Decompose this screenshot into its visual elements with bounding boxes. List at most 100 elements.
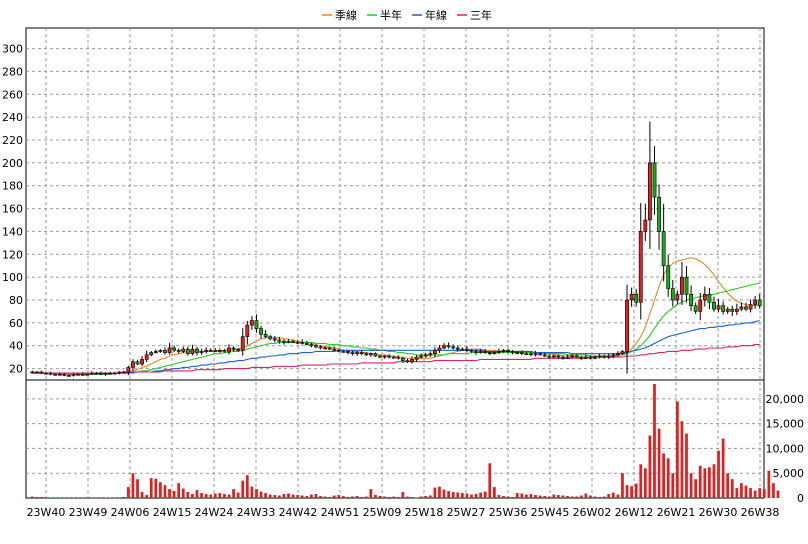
- candle: [565, 354, 570, 360]
- candle-body: [529, 353, 533, 356]
- candle: [725, 306, 730, 315]
- candle-body: [620, 351, 625, 355]
- volume-bar: [131, 473, 135, 498]
- volume-bar: [99, 497, 103, 499]
- price-tick-label: 160: [2, 203, 23, 216]
- candle-body: [387, 355, 392, 358]
- volume-bar: [126, 487, 130, 498]
- candle-body: [492, 352, 497, 355]
- volume-bar: [85, 497, 89, 498]
- volume-bar: [438, 486, 441, 498]
- volume-bar: [58, 497, 62, 499]
- candle-body: [446, 345, 451, 348]
- volume-bar: [291, 494, 295, 498]
- candle-body: [99, 372, 103, 375]
- volume-bar: [49, 497, 52, 499]
- volume-bar: [483, 491, 487, 498]
- legend-label: 半年: [380, 8, 402, 22]
- candle-body: [368, 353, 373, 356]
- volume-bar: [740, 483, 743, 498]
- price-tick-label: 260: [2, 88, 23, 101]
- candle-body: [593, 356, 597, 359]
- candle: [465, 346, 469, 353]
- candle-body: [698, 299, 703, 312]
- x-tick-label: 26W30: [699, 506, 738, 519]
- volume-bar: [415, 497, 418, 499]
- candle-body: [249, 320, 254, 326]
- candle-body: [314, 345, 318, 348]
- candle: [66, 373, 71, 377]
- volume-bar: [474, 494, 478, 498]
- candle-body: [181, 348, 186, 352]
- candle-body: [153, 351, 158, 353]
- candle-body: [497, 351, 501, 353]
- candle: [625, 284, 629, 374]
- volume-bar: [492, 487, 496, 498]
- volume-bar: [328, 497, 332, 498]
- volume-bar: [122, 497, 126, 498]
- x-tick-label: 26W12: [615, 506, 654, 519]
- volume-bar: [680, 421, 684, 498]
- volume-bar: [653, 384, 656, 498]
- volume-bar: [44, 497, 48, 498]
- candle-body: [712, 301, 716, 310]
- volume-bar: [250, 486, 254, 498]
- volume-bar: [456, 492, 460, 498]
- candle-body: [611, 354, 616, 357]
- volume-bar: [543, 496, 547, 498]
- candle: [547, 354, 552, 359]
- candle-body: [510, 351, 515, 353]
- candle: [355, 350, 360, 356]
- volume-bar: [534, 495, 537, 498]
- price-tick-label: 300: [2, 43, 23, 56]
- volume-tick-label: 20,000: [766, 393, 805, 406]
- candle-body: [304, 343, 309, 345]
- candle-body: [199, 351, 204, 353]
- legend-label: 季線: [335, 8, 357, 22]
- candle-body: [716, 305, 721, 310]
- volume-bar: [218, 493, 222, 498]
- volume-bar: [648, 435, 652, 498]
- candle-body: [190, 348, 195, 355]
- volume-bar: [547, 496, 551, 498]
- candle: [423, 352, 428, 358]
- candle-body: [410, 359, 414, 363]
- x-tick-label: 26W02: [573, 506, 612, 519]
- candle: [574, 354, 579, 358]
- candle: [181, 346, 186, 354]
- candle-body: [103, 372, 108, 375]
- candle-body: [419, 355, 424, 358]
- candle-body: [48, 372, 53, 375]
- candle: [689, 285, 693, 312]
- candle: [199, 348, 204, 355]
- candle: [126, 365, 131, 375]
- candle-body: [286, 340, 291, 343]
- candle: [172, 345, 177, 353]
- candle-body: [359, 352, 364, 355]
- candle: [236, 348, 241, 352]
- candle: [551, 354, 556, 358]
- volume-bar: [186, 492, 190, 498]
- candle-body: [615, 353, 620, 356]
- volume-bar: [698, 465, 702, 498]
- candle: [85, 373, 90, 376]
- candle-body: [163, 349, 167, 353]
- volume-bar: [136, 479, 139, 498]
- volume-bar: [589, 495, 592, 498]
- candle-body: [135, 361, 140, 365]
- candle: [410, 356, 414, 364]
- volume-bar: [433, 487, 437, 498]
- volume-bar: [735, 488, 739, 498]
- candle: [533, 350, 538, 357]
- candle-body: [666, 265, 671, 289]
- candle: [227, 344, 231, 355]
- candle-body: [117, 371, 122, 374]
- candle-body: [478, 351, 483, 353]
- candle-body: [707, 293, 712, 303]
- volume-bar: [406, 496, 409, 498]
- volume-bar: [401, 492, 405, 498]
- price-tick-label: 100: [2, 271, 23, 284]
- volume-bar: [488, 463, 492, 498]
- candle: [44, 372, 48, 375]
- x-tick-label: 26W21: [657, 506, 696, 519]
